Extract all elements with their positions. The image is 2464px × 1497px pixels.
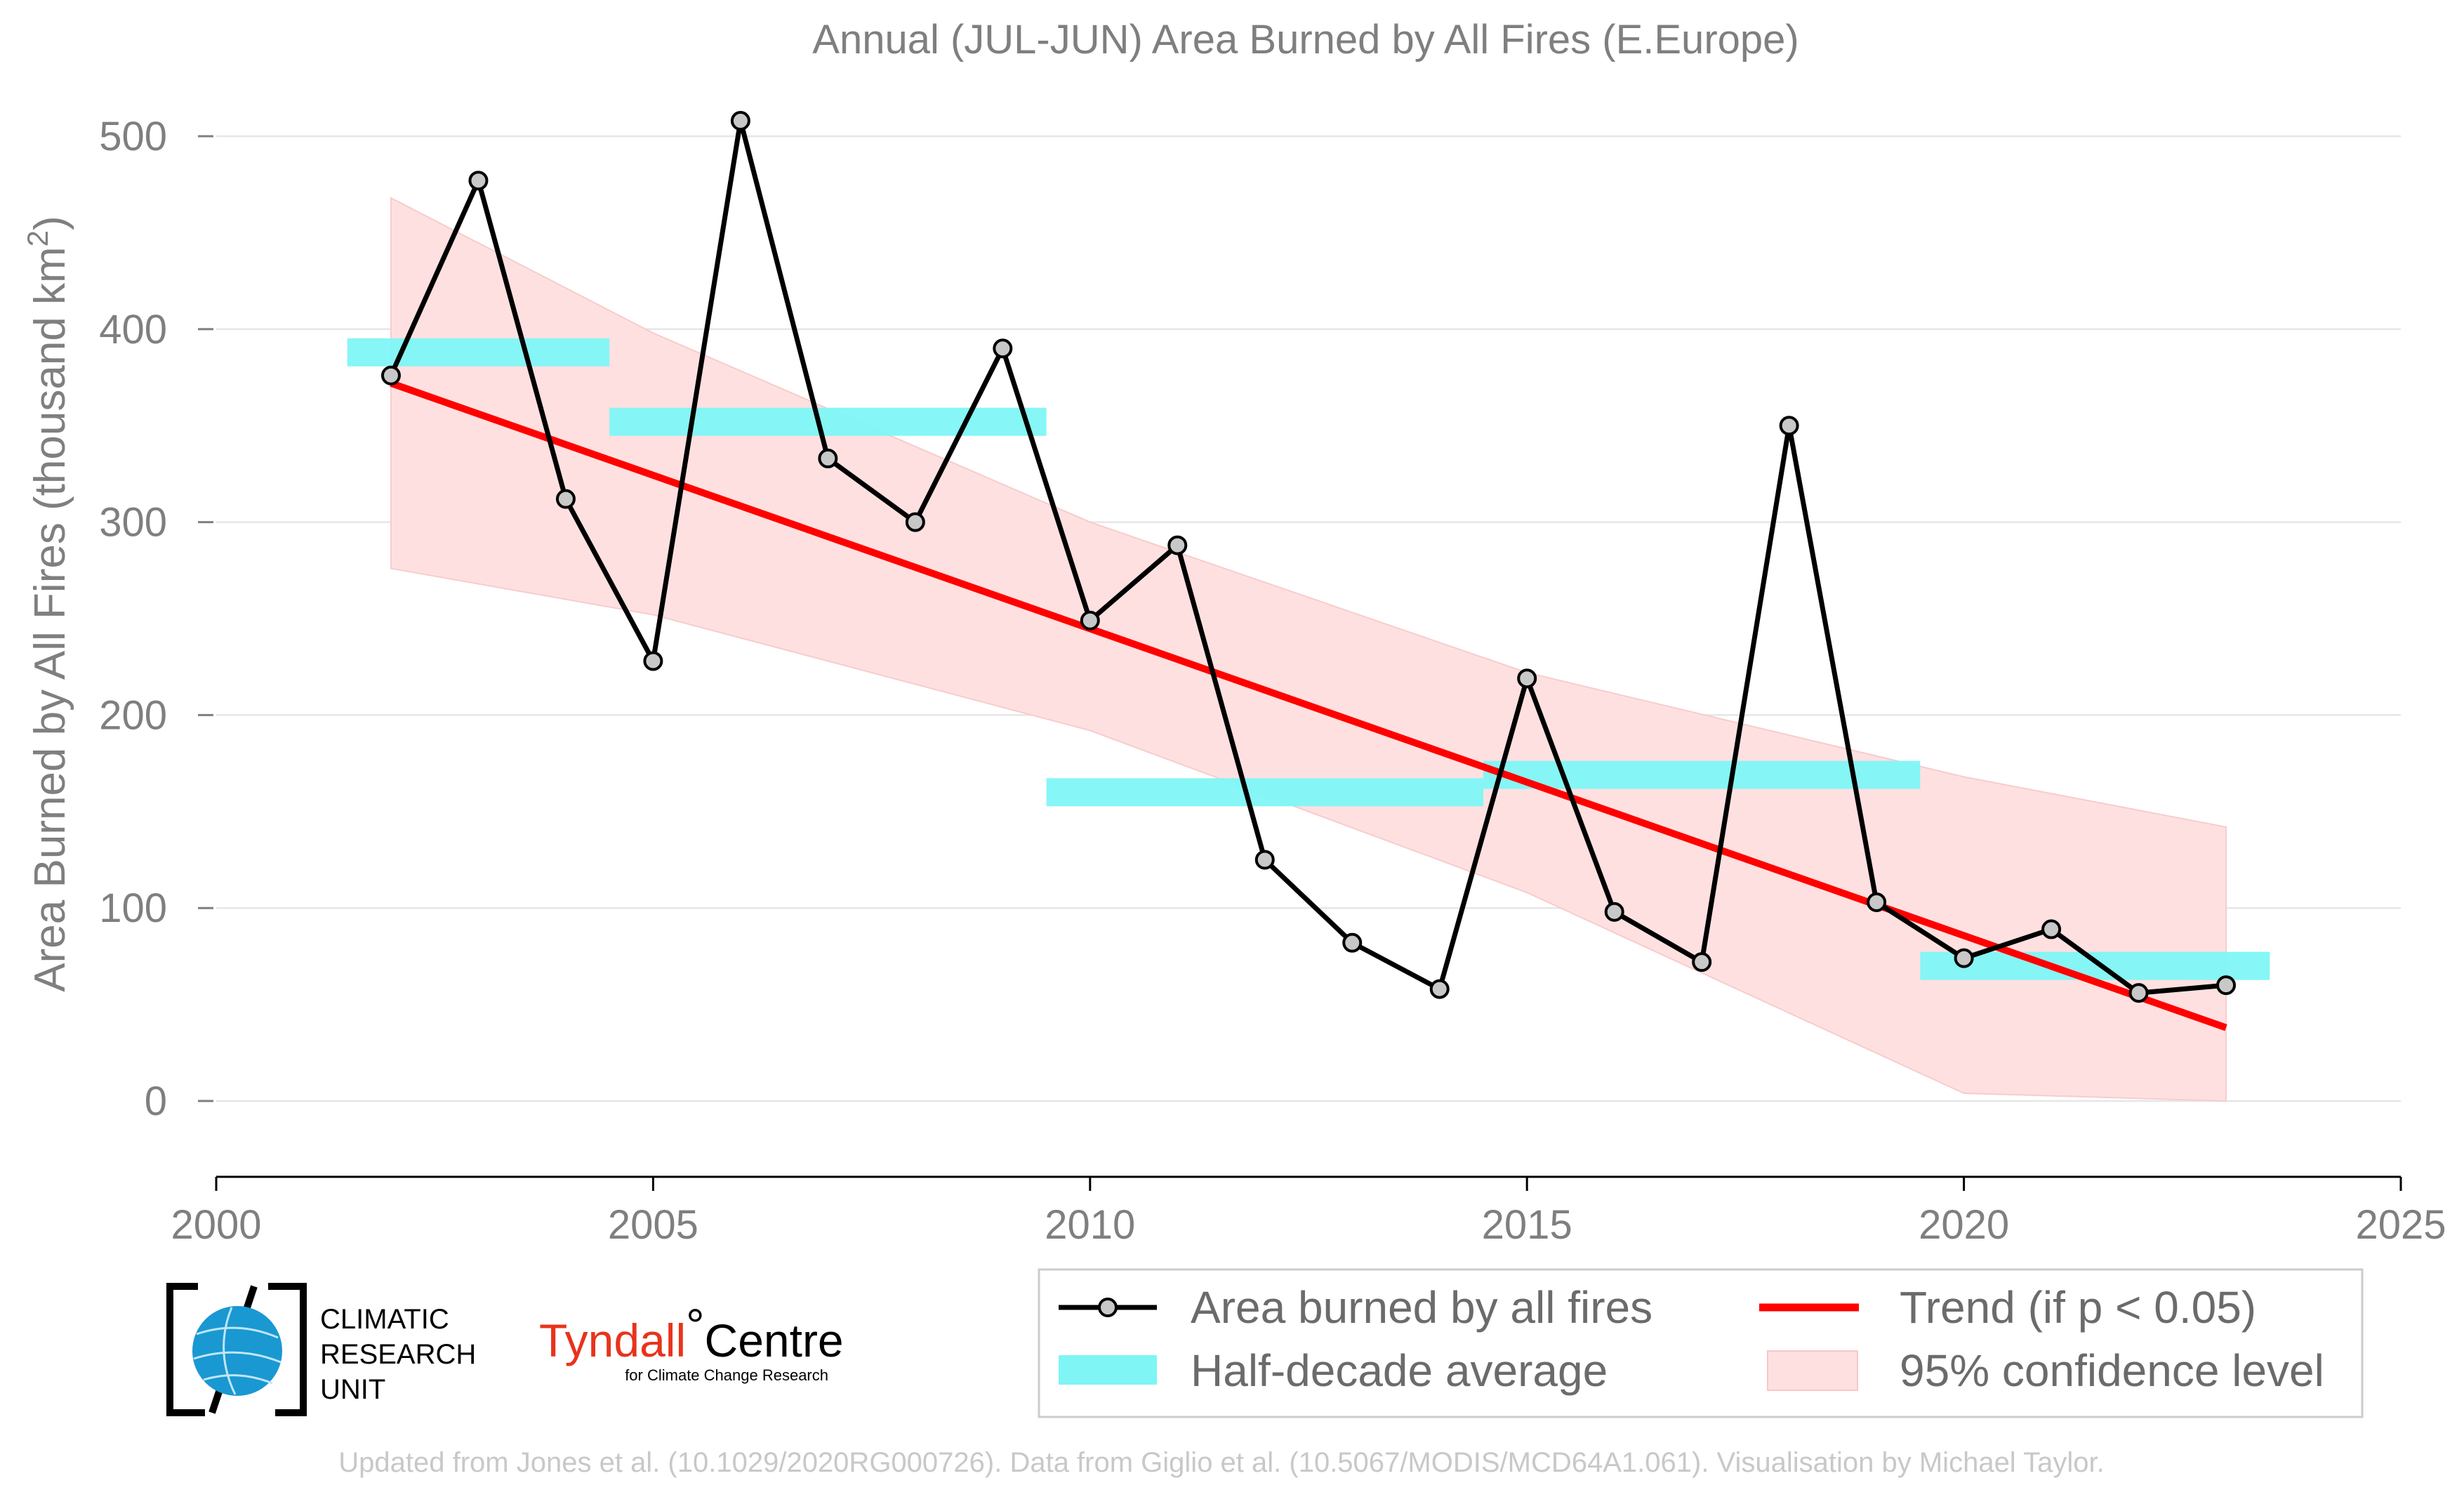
y-tick-labels: 0 100 200 300 400 500 [99,114,213,1124]
data-point-2012 [1254,850,1275,870]
legend-series-swatch [1059,1298,1157,1317]
data-point-2020 [1954,948,1974,968]
x-tick-label-2020: 2020 [1919,1202,2009,1248]
cru-line-2: RESEARCH [320,1339,476,1370]
data-point-2021 [2041,919,2062,939]
data-point-2010 [1080,610,1100,631]
x-tick-label-2015: 2015 [1482,1202,1572,1248]
trend-line [390,380,2227,1031]
y-axis-label: Area Burned by All Fires (thousand km2) [21,216,74,991]
data-point-2007 [818,448,838,468]
credit-line: Updated from Jones et al. (10.1029/2020R… [338,1447,2104,1478]
cru-line-1: CLIMATIC [320,1304,449,1335]
half-decade-bar-0 [347,338,610,367]
y-tick-label-100: 100 [99,885,167,931]
y-tick-label-0: 0 [145,1079,167,1124]
legend-confidence-label: 95% confidence level [1900,1345,2324,1396]
data-point-2019 [1867,892,1887,912]
data-point-2013 [1342,932,1363,953]
y-tick-label-500: 500 [99,114,167,159]
data-point-2017 [1692,952,1712,972]
tyndall-logo: Tyndall°Centre for Climate Change Resear… [539,1299,844,1384]
data-point-2006 [730,111,750,131]
data-point-2016 [1604,902,1624,922]
globe-icon [192,1306,282,1396]
data-point-2015 [1517,668,1537,689]
data-point-2004 [555,489,576,509]
x-tick-label-2005: 2005 [608,1202,698,1248]
data-point-2014 [1429,979,1450,999]
legend-confidence-swatch [1767,1350,1858,1391]
area-burned-series [380,111,2237,1003]
x-tick-label-2025: 2025 [2355,1202,2446,1248]
chart-title: Annual (JUL-JUN) Area Burned by All Fire… [812,17,1799,62]
cru-line-3: UNIT [320,1374,385,1405]
data-point-2005 [643,651,663,671]
x-tick-label-2000: 2000 [171,1202,261,1248]
legend-half-decade-label: Half-decade average [1191,1345,1608,1396]
legend: Area burned by all fires Half-decade ave… [1038,1268,2364,1418]
x-tick-label-2010: 2010 [1045,1202,1135,1248]
legend-box [1038,1268,2364,1418]
half-decade-bar-3 [1483,760,1921,789]
tyndall-subtitle: for Climate Change Research [625,1366,828,1384]
legend-half-decade-swatch [1059,1355,1157,1385]
data-point-2003 [468,171,489,191]
trend-line-segment [390,380,2227,1031]
half-decade-bars [347,338,2270,980]
data-point-2009 [993,338,1013,359]
cru-logo: CLIMATIC RESEARCH UNIT [166,1283,476,1416]
y-tick-label-200: 200 [99,692,167,738]
half-decade-bar-2 [1046,778,1483,807]
data-point-2022 [2128,983,2149,1003]
tyndall-wordmark: Tyndall°Centre [539,1299,844,1366]
data-point-2011 [1167,535,1188,555]
half-decade-bar-4 [1920,951,2270,980]
data-point-2023 [2216,975,2237,996]
data-point-2018 [1779,416,1799,436]
legend-series-label: Area burned by all fires [1191,1282,1652,1333]
x-axis: 2000 2005 2010 2015 2020 2025 [171,1175,2446,1248]
data-point-2008 [905,512,925,532]
data-point-2002 [380,365,401,385]
half-decade-bar-1 [609,407,1047,436]
y-tick-label-400: 400 [99,307,167,352]
series-line [388,118,2227,996]
legend-trend-label: Trend (if p < 0.05) [1900,1282,2256,1333]
y-tick-label-300: 300 [99,500,167,546]
